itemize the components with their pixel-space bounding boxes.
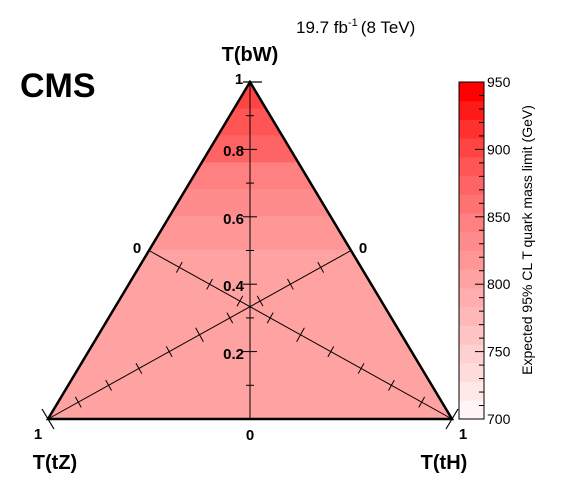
tz-axis-tick-1 — [317, 261, 325, 273]
th-axis-tick-7 — [357, 362, 365, 374]
vtick-label-0.2: 0.2 — [223, 346, 244, 363]
vertex-value-left: 1 — [34, 426, 42, 443]
tz-axis-tick-4 — [226, 312, 234, 324]
colorbar-segment-16 — [459, 100, 484, 120]
th-axis-tick-8 — [388, 379, 395, 391]
colorbar — [458, 81, 485, 420]
vertex-label-right: T(tH) — [421, 452, 468, 474]
colorbar-segment-11 — [459, 194, 484, 214]
colorbar-segment-7 — [459, 269, 484, 289]
vertical-axis-tick-labels: 0.2 0.4 0.6 0.8 — [223, 143, 245, 363]
colorbar-frame — [458, 81, 485, 420]
th-axis-tick-1 — [175, 261, 183, 273]
edge-value-right-mid: 0 — [359, 240, 367, 257]
colorbar-segment-0 — [459, 400, 484, 420]
experiment-label: CMS — [20, 67, 96, 105]
vertex-label-left: T(tZ) — [33, 452, 77, 474]
colorbar-tick-label-900: 900 — [487, 141, 511, 157]
colorbar-tick-label-850: 850 — [487, 209, 511, 225]
colorbar-segment-5 — [459, 306, 484, 326]
colorbar-segment-1 — [459, 381, 484, 401]
colorbar-ticks: 700 750 800 850 900 950 — [475, 74, 511, 427]
th-axis-tick-6 — [327, 346, 335, 358]
th-axis-tick-5 — [296, 327, 305, 342]
colorbar-segment-8 — [459, 250, 484, 270]
colorbar-segment-3 — [459, 344, 484, 364]
luminosity-exponent: -1 — [348, 17, 358, 29]
colorbar-segment-17 — [459, 82, 484, 102]
edge-value-bottom-mid: 0 — [246, 427, 254, 444]
th-axis-tick-2 — [206, 278, 213, 290]
tz-axis-tick-2 — [287, 278, 294, 290]
colorbar-segment-2 — [459, 362, 484, 383]
colorbar-tick-label-950: 950 — [487, 74, 511, 90]
tz-axis-tick-8 — [105, 379, 112, 391]
tz-axis-tick-6 — [165, 346, 173, 358]
vertex-value-top: 1 — [235, 71, 243, 88]
colorbar-segment-9 — [459, 231, 484, 251]
colorbar-segment-13 — [459, 156, 484, 177]
colorbar-segment-15 — [459, 119, 484, 139]
th-axis-tick-3 — [236, 295, 244, 307]
colorbar-tick-label-800: 800 — [487, 276, 511, 292]
luminosity-label: 19.7 fb-1 (8 TeV) — [296, 17, 415, 37]
vtick-label-0.8: 0.8 — [223, 143, 244, 160]
colorbar-segment-12 — [459, 175, 484, 195]
tz-axis-tick-3 — [256, 295, 264, 307]
colorbar-segment-4 — [459, 325, 484, 345]
colorbar-segment-6 — [459, 287, 484, 308]
th-axis-tick-9 — [418, 396, 426, 408]
vertex-value-right: 1 — [459, 426, 467, 443]
colorbar-segment-10 — [459, 213, 484, 233]
vtick-label-0.4: 0.4 — [223, 278, 245, 295]
colorbar-tick-label-750: 750 — [487, 344, 511, 360]
colorbar-title: Expected 95% CL T quark mass limit (GeV) — [519, 105, 535, 375]
energy-label: (8 TeV) — [361, 18, 416, 37]
vtick-label-0.6: 0.6 — [223, 211, 244, 228]
triangle-outline — [45, 79, 455, 421]
edge-value-left-mid: 0 — [133, 240, 141, 257]
colorbar-tick-label-700: 700 — [487, 411, 511, 427]
tz-axis-tick-9 — [74, 396, 82, 408]
inner-axes — [41, 81, 459, 430]
vertex-label-top: T(bW) — [222, 44, 279, 66]
luminosity-value: 19.7 fb — [296, 18, 348, 37]
colorbar-segment-14 — [459, 138, 484, 158]
tz-axis-tick-7 — [135, 362, 143, 374]
th-axis-tick-4 — [266, 312, 274, 324]
tz-axis-tick-5 — [195, 327, 204, 342]
